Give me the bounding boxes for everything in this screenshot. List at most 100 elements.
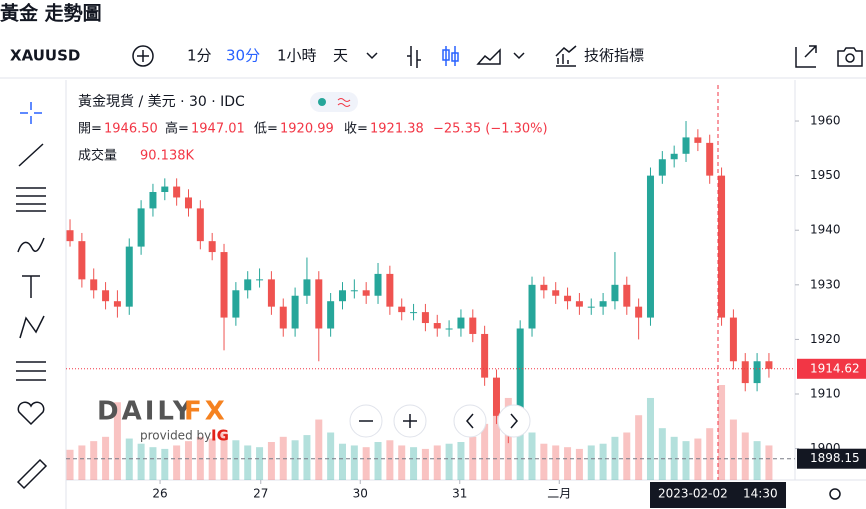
dropdown-icon[interactable]	[366, 52, 378, 60]
brush-tool[interactable]	[17, 237, 45, 253]
favorites-tool[interactable]	[17, 401, 45, 426]
volume-bar	[244, 445, 252, 480]
crosshair-time-tag	[650, 482, 787, 508]
volume-bar	[137, 443, 145, 480]
volume-bar	[66, 449, 74, 480]
candle-body	[410, 312, 418, 314]
indicators-button[interactable]: 技術指標	[584, 47, 644, 65]
volume-bar	[564, 447, 572, 480]
page-title: 黃金 走勢圖	[0, 2, 102, 25]
volume-bar	[102, 436, 110, 480]
legend-label: 低=	[254, 122, 278, 137]
dropdown-icon[interactable]	[513, 52, 525, 60]
scroll-right-icon	[510, 413, 518, 429]
legend-title: 黃金現貨 / 美元 · 30 · IDC	[78, 93, 245, 110]
bars-icon[interactable]	[407, 46, 421, 68]
volume-bar	[303, 435, 311, 480]
volume-bar	[694, 438, 702, 480]
interval[interactable]: 天	[333, 47, 348, 65]
candle-body	[232, 290, 240, 318]
status-wave	[337, 98, 351, 107]
snapshot-icon[interactable]	[837, 47, 863, 67]
candle-body	[184, 197, 192, 209]
settings-icon[interactable]	[829, 488, 841, 500]
price-label: 1898.15	[810, 451, 860, 465]
candle-body	[729, 317, 737, 362]
prediction-tool[interactable]	[16, 361, 46, 381]
candle-body	[137, 208, 145, 247]
x-tick-label: 二月	[547, 487, 571, 501]
volume-bar	[256, 447, 264, 480]
pattern-tool[interactable]	[19, 315, 45, 339]
add-symbol-icon[interactable]	[132, 45, 154, 67]
status-badge[interactable]	[310, 92, 358, 112]
text-tool[interactable]	[22, 275, 40, 298]
volume-bar	[516, 406, 524, 480]
volume-bar	[587, 445, 595, 480]
scroll-left[interactable]	[453, 404, 487, 438]
legend-change: −25.35 (−1.30%)	[433, 122, 548, 137]
legend-value: 90.138K	[140, 149, 194, 164]
candle-body	[386, 273, 394, 307]
candle-body	[66, 230, 74, 242]
candle-body	[102, 290, 110, 302]
volume-bar	[540, 443, 548, 480]
volume-bar	[386, 440, 394, 480]
interval[interactable]: 1分	[187, 47, 212, 65]
candle-body	[575, 301, 583, 307]
candle-body	[492, 377, 500, 416]
candle-body	[718, 175, 726, 318]
ruler-tool[interactable]	[16, 458, 48, 490]
candle-body	[338, 290, 346, 302]
candle-body	[315, 279, 323, 329]
candle-body	[244, 279, 252, 291]
symbol[interactable]: XAUUSD	[10, 47, 80, 65]
volume-bar	[374, 442, 382, 480]
candle-body	[173, 186, 181, 198]
volume-bar	[350, 445, 358, 480]
watermark-brand: FX	[184, 397, 228, 427]
candle-body	[256, 279, 264, 281]
candle-body	[611, 284, 619, 302]
volume-bar	[753, 441, 761, 480]
volume-bar	[398, 445, 406, 480]
candle-body	[706, 142, 714, 176]
candle-body	[623, 284, 631, 307]
trendline-tool[interactable]	[18, 143, 44, 167]
volume-bar	[481, 423, 489, 480]
zoom-in-icon	[403, 414, 417, 428]
volume-bar	[599, 443, 607, 480]
volume-bar	[635, 415, 643, 480]
volume-bar	[161, 448, 169, 480]
volume-bar	[670, 436, 678, 480]
area-icon[interactable]	[476, 48, 501, 65]
volume-bar	[220, 432, 228, 480]
scroll-right[interactable]	[497, 404, 531, 438]
volume-bar	[492, 410, 500, 480]
indicators-icon[interactable]	[555, 45, 577, 67]
watermark-brand: DAILY	[97, 397, 195, 427]
candle-body	[350, 290, 358, 292]
candles-icon[interactable]	[442, 46, 459, 66]
crosshair-tool[interactable]	[20, 102, 42, 124]
candle-body	[587, 306, 595, 308]
interval-active[interactable]: 30分	[226, 47, 260, 65]
interval[interactable]: 1小時	[277, 47, 317, 65]
crosshair-date: 2023-02-02	[658, 487, 728, 501]
volume-bar	[362, 447, 370, 480]
volume-bar	[658, 428, 666, 480]
volume-bar	[90, 441, 98, 480]
candle-body	[267, 279, 275, 307]
candle-body	[291, 295, 299, 329]
volume-bar	[528, 432, 536, 480]
watermark-partner: IG	[211, 427, 229, 445]
volume-bar	[113, 402, 121, 480]
y-tick-label: 1940	[810, 223, 841, 237]
nav-controls	[349, 404, 531, 438]
share-icon[interactable]	[795, 45, 817, 68]
candle-body	[220, 252, 228, 318]
fib-tool[interactable]	[16, 187, 46, 212]
candle-body	[303, 279, 311, 296]
x-tick-label: 30	[353, 487, 368, 501]
volume-bar	[457, 442, 465, 480]
